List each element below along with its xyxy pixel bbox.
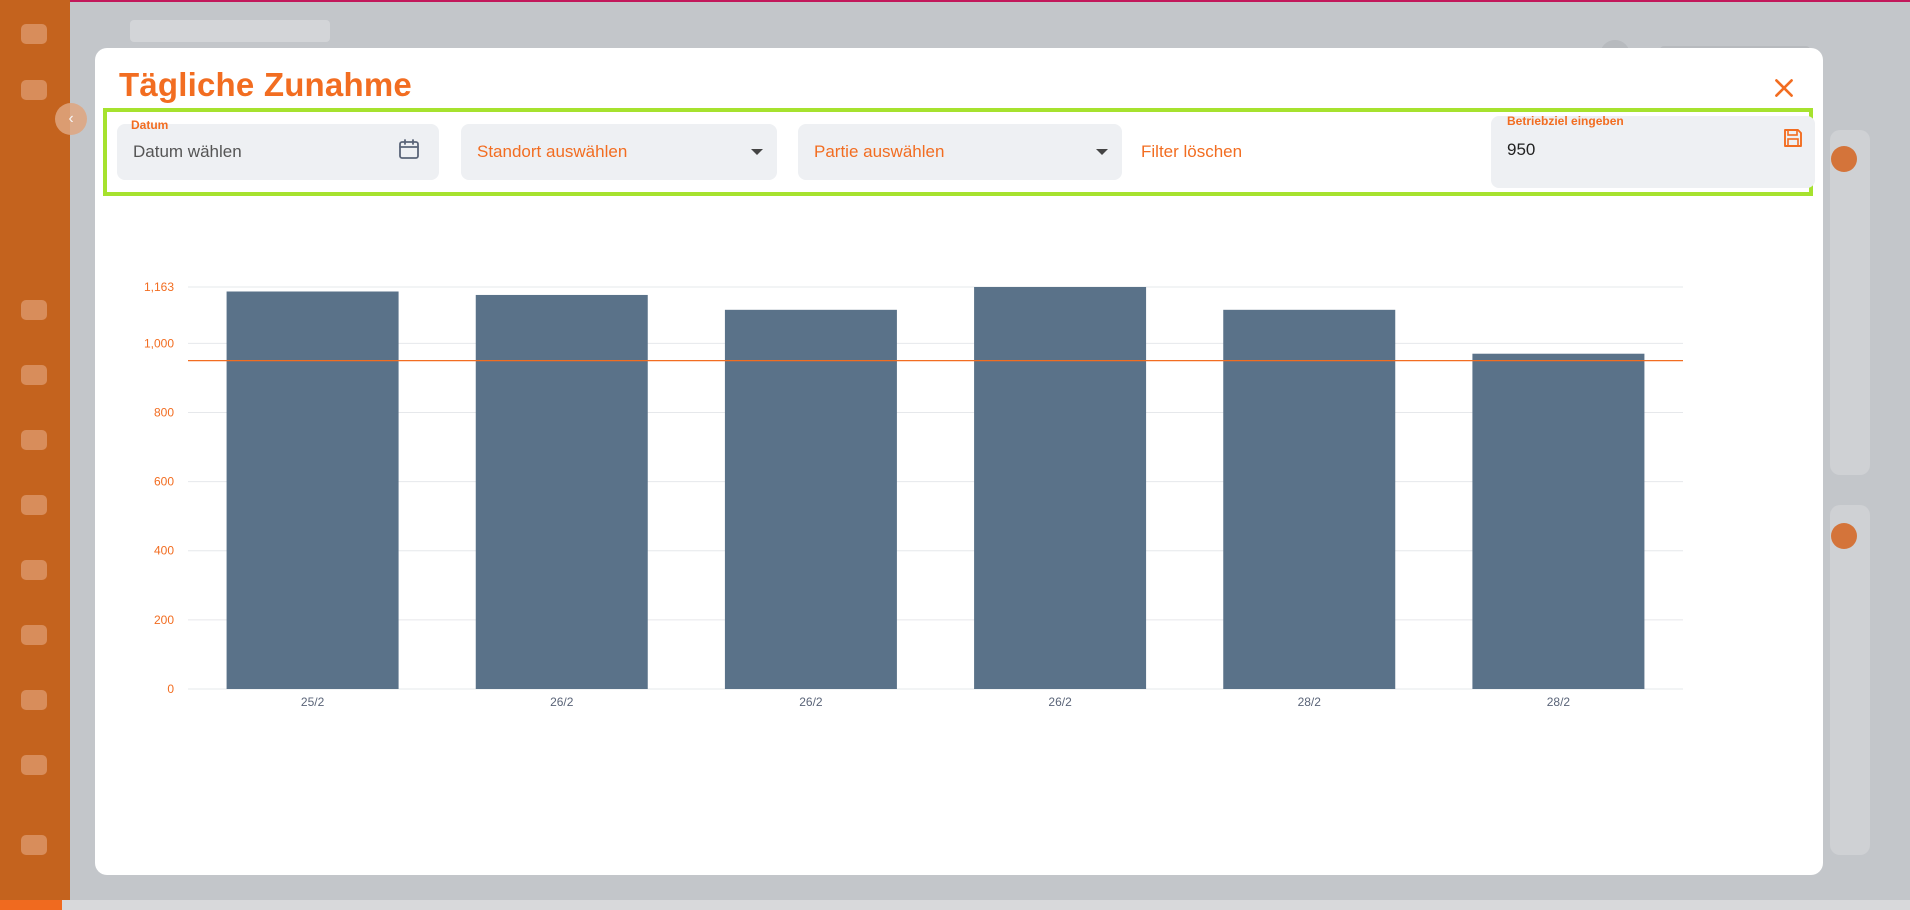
bar [724,309,897,689]
bar [1223,309,1396,689]
save-icon[interactable] [1781,126,1805,150]
close-icon[interactable] [1771,75,1797,101]
nav-icon [21,495,47,515]
y-tick-label: 1,000 [144,336,174,350]
sidebar-toggle-icon: ‹ [55,103,87,135]
y-tick-label: 1,163 [144,280,174,294]
date-field-label: Datum [131,118,169,132]
goal-input-field[interactable]: Betriebziel eingeben 950 [1491,114,1815,188]
x-tick-label: 26/2 [550,695,574,709]
background-placeholder [130,20,330,42]
nav-icon [21,365,47,385]
daily-increase-chart: 0 200 400 600 800 1,000 1,163 25/2 26/2 26/2 26/2 2… [144,280,1683,709]
x-tick-label: 28/2 [1298,695,1322,709]
partie-select-value: Partie auswählen [814,142,945,161]
nav-icon [21,690,47,710]
bottom-strip [0,900,1910,910]
nav-icon [21,755,47,775]
y-tick-label: 800 [154,405,174,419]
x-tick-label: 28/2 [1547,695,1571,709]
y-tick-label: 600 [154,475,174,489]
top-accent-line [0,0,1910,2]
bar [1472,353,1645,689]
y-tick-label: 400 [154,544,174,558]
filter-bar: Datum Datum wählen Standort auswählen Pa… [103,108,1815,196]
calendar-icon[interactable] [397,136,421,162]
y-tick-label: 200 [154,613,174,627]
background-card [1830,505,1870,855]
clear-filters-link[interactable]: Filter löschen [1141,142,1243,161]
daily-increase-modal: Tägliche Zunahme Datum Datum wählen Stan… [95,48,1823,875]
goal-field-value[interactable]: 950 [1507,140,1536,159]
nav-icon [21,430,47,450]
bar [226,291,399,689]
x-tick-label: 25/2 [301,695,325,709]
menu-icon [21,24,47,44]
sidebar [0,0,70,910]
date-field-placeholder: Datum wählen [133,142,242,161]
bar [974,287,1147,689]
x-tick-label: 26/2 [1048,695,1072,709]
background-card [1830,130,1870,475]
modal-title: Tägliche Zunahme [119,66,412,103]
date-field[interactable]: Datum Datum wählen [117,118,439,180]
background-badge [1831,146,1857,172]
x-tick-label: 26/2 [799,695,823,709]
background-badge [1831,523,1857,549]
caret-down-icon [1096,149,1108,155]
caret-down-icon [751,149,763,155]
nav-icon [21,80,47,100]
nav-icon [21,560,47,580]
y-tick-label: 0 [167,682,174,696]
nav-icon [21,625,47,645]
bottom-accent [0,900,62,910]
goal-field-label: Betriebziel eingeben [1507,114,1624,128]
nav-icon [21,835,47,855]
standort-select-value: Standort auswählen [477,142,628,161]
bar [475,294,648,689]
nav-icon [21,300,47,320]
partie-select[interactable]: Partie auswählen [798,124,1122,180]
standort-select[interactable]: Standort auswählen [461,124,777,180]
